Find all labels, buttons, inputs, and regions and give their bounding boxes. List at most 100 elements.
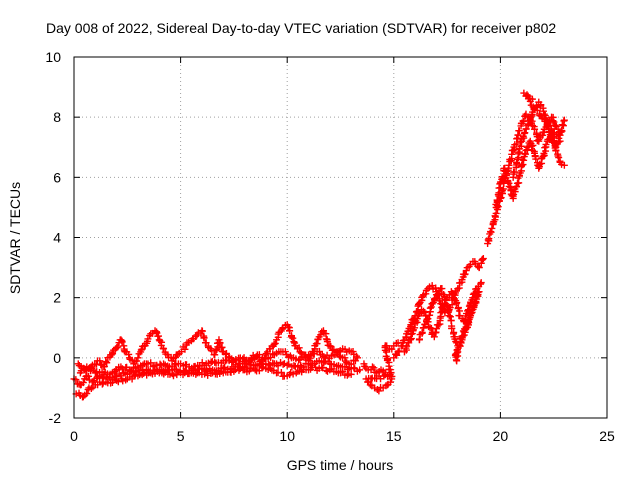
data-point — [127, 367, 135, 375]
data-point — [323, 338, 331, 346]
data-point — [527, 101, 535, 109]
data-point — [551, 121, 559, 129]
data-point — [251, 366, 259, 374]
data-point — [452, 356, 460, 364]
data-point — [528, 142, 536, 150]
data-point — [118, 365, 126, 373]
data-point — [420, 324, 428, 332]
data-point — [444, 308, 452, 316]
data-point — [468, 306, 476, 314]
data-point — [515, 172, 523, 180]
data-point — [216, 339, 224, 347]
data-point — [454, 304, 462, 312]
data-point — [454, 348, 462, 356]
y-tick-label: 10 — [45, 49, 61, 65]
data-point — [108, 379, 116, 387]
data-point — [528, 95, 536, 103]
data-point — [231, 366, 239, 374]
data-point — [513, 183, 521, 191]
data-point — [239, 355, 247, 363]
data-point — [290, 338, 298, 346]
data-point — [241, 360, 249, 368]
data-point — [100, 362, 108, 370]
data-point — [558, 121, 566, 129]
data-point — [479, 255, 487, 263]
data-point — [368, 363, 376, 371]
data-point — [290, 362, 298, 370]
data-point — [426, 311, 434, 319]
y-tick-label: 2 — [53, 290, 61, 306]
data-point — [147, 359, 155, 367]
data-point — [281, 348, 289, 356]
data-point — [328, 346, 336, 354]
data-point — [113, 344, 121, 352]
data-point — [181, 369, 189, 377]
data-points — [70, 89, 568, 401]
data-point — [421, 308, 429, 316]
data-point — [407, 330, 415, 338]
data-point — [356, 366, 364, 374]
data-point — [531, 125, 539, 133]
data-point — [171, 361, 179, 369]
data-point — [493, 196, 501, 204]
data-point — [341, 354, 349, 362]
data-point — [96, 357, 104, 365]
data-point — [505, 161, 513, 169]
data-point — [466, 311, 474, 319]
x-tick-label: 15 — [386, 428, 402, 444]
data-point — [139, 361, 147, 369]
data-point — [555, 154, 563, 162]
data-point — [452, 300, 460, 308]
data-point — [289, 334, 297, 342]
data-point — [83, 389, 91, 397]
data-point — [125, 350, 133, 358]
data-point — [347, 360, 355, 368]
data-point — [521, 129, 529, 137]
data-point — [79, 393, 87, 401]
x-tick-label: 25 — [599, 428, 615, 444]
data-point — [558, 127, 566, 135]
data-point — [286, 327, 294, 335]
data-point — [102, 358, 110, 366]
data-point — [461, 270, 469, 278]
data-point — [192, 332, 200, 340]
data-point — [343, 371, 351, 379]
data-point — [347, 370, 355, 378]
data-point — [267, 353, 275, 361]
data-point — [270, 340, 278, 348]
data-point — [473, 293, 481, 301]
data-point — [202, 368, 210, 376]
data-point — [513, 155, 521, 163]
y-tick-label: -2 — [49, 410, 62, 426]
y-tick-label: 8 — [53, 109, 61, 125]
data-point — [287, 333, 295, 341]
data-point — [549, 117, 557, 125]
data-point — [504, 178, 512, 186]
data-point — [522, 125, 530, 133]
data-point — [419, 307, 427, 315]
data-point — [487, 228, 495, 236]
data-point — [87, 384, 95, 392]
x-axis-label: GPS time / hours — [287, 457, 394, 473]
data-point — [428, 300, 436, 308]
data-point — [488, 224, 496, 232]
y-axis-label: SDTVAR / TECUs — [7, 182, 23, 294]
data-point — [85, 372, 93, 380]
x-tick-label: 0 — [70, 428, 78, 444]
data-point — [295, 344, 303, 352]
data-point — [545, 121, 553, 129]
data-point — [560, 161, 568, 169]
y-tick-label: 0 — [53, 350, 61, 366]
data-point — [79, 379, 87, 387]
data-point — [278, 325, 286, 333]
data-point — [271, 339, 279, 347]
tick-labels: 0 5 10 15 20 25 -2 0 2 4 6 8 10 — [45, 49, 615, 444]
data-point — [547, 133, 555, 141]
y-tick-label: 6 — [53, 169, 61, 185]
data-point — [514, 131, 522, 139]
data-point — [394, 348, 402, 356]
data-point — [498, 173, 506, 181]
data-point — [211, 351, 219, 359]
data-point — [319, 364, 327, 372]
